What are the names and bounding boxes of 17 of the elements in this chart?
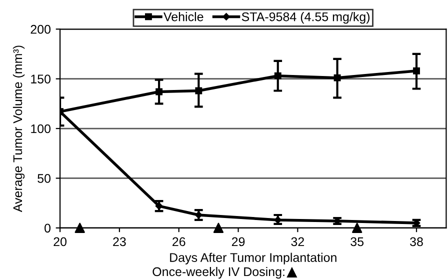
text: Once-weekly IV Dosing:: [152, 266, 284, 279]
y-axis-title: Average Tumor Volume (mm³): [12, 46, 25, 212]
y-tick-label: 150: [31, 74, 51, 84]
y-tick-label: 200: [30, 24, 51, 34]
x-axis-title: Days After Tumor Implantation: [170, 252, 336, 264]
legend-label: Vehicle: [164, 12, 204, 22]
x-tick-label: 23: [113, 237, 126, 246]
x-tick-label: 32: [291, 237, 304, 246]
x-tick-label: 29: [232, 237, 245, 246]
x-tick-label: 26: [172, 237, 186, 246]
legend-label: STA-9584 (4.55 mg/kg): [242, 12, 370, 24]
y-tick-label: 50: [38, 174, 51, 183]
y-tick-label: 100: [31, 124, 51, 134]
y-tick-label: 0: [44, 224, 51, 233]
x-tick-label: 38: [410, 237, 423, 246]
x-tick-label: 35: [350, 237, 364, 246]
x-tick-label: 20: [54, 237, 66, 246]
